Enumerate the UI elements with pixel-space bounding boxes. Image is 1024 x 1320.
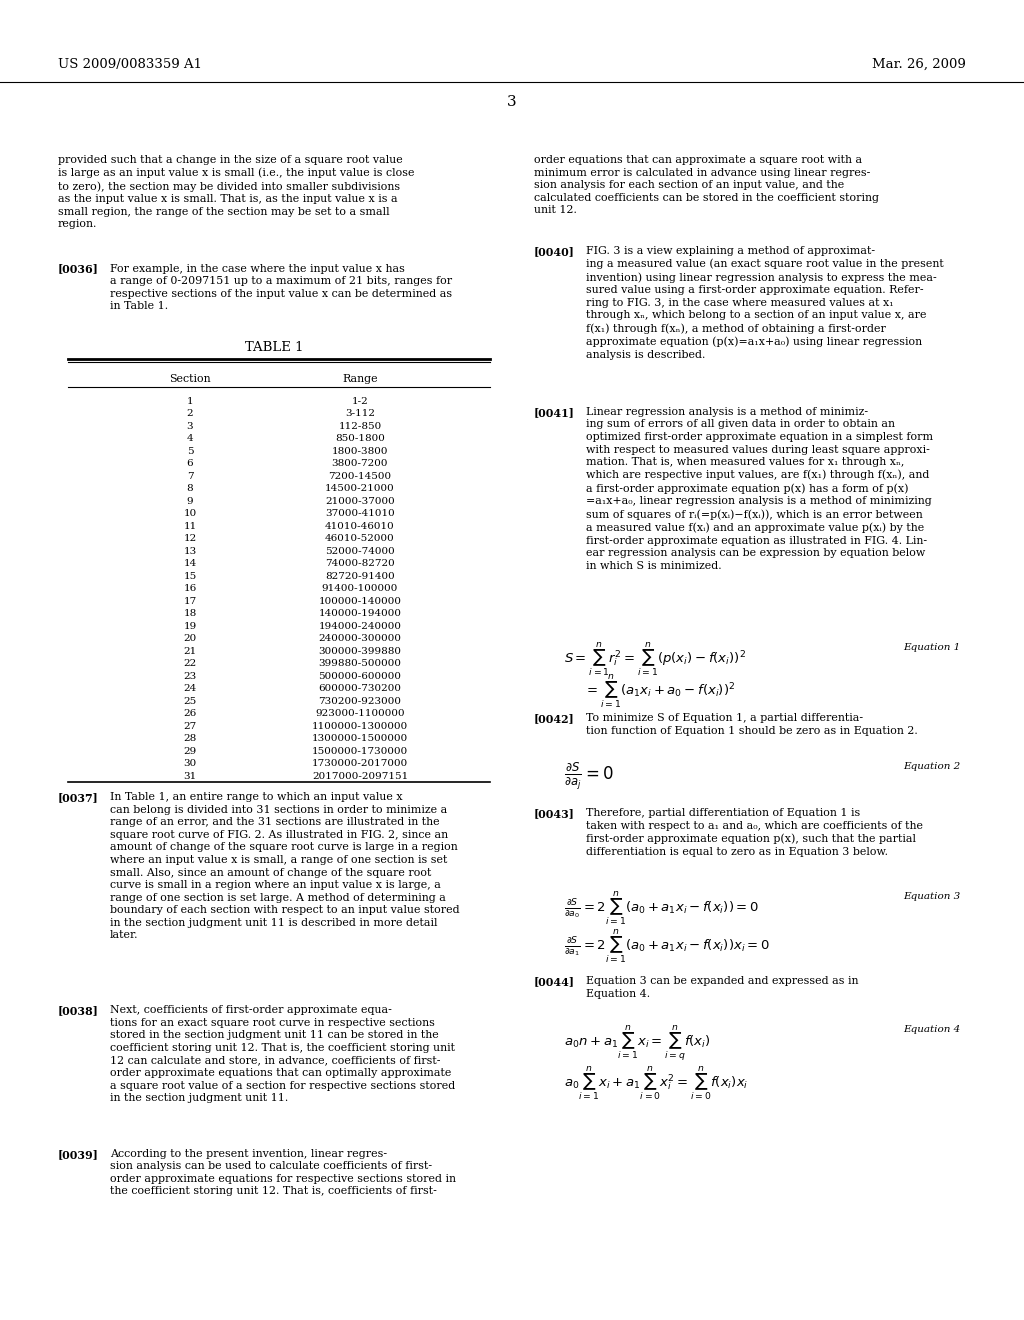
Text: [0043]: [0043] (534, 808, 574, 820)
Text: [0039]: [0039] (58, 1148, 99, 1160)
Text: [0040]: [0040] (534, 246, 574, 257)
Text: 1800-3800: 1800-3800 (332, 446, 388, 455)
Text: [0037]: [0037] (58, 792, 98, 804)
Text: 1-2: 1-2 (351, 397, 369, 405)
Text: [0042]: [0042] (534, 713, 574, 725)
Text: 41010-46010: 41010-46010 (326, 521, 395, 531)
Text: 14: 14 (183, 560, 197, 568)
Text: [0044]: [0044] (534, 975, 575, 987)
Text: 194000-240000: 194000-240000 (318, 622, 401, 631)
Text: [0036]: [0036] (58, 264, 99, 275)
Text: 18: 18 (183, 610, 197, 618)
Text: For example, in the case where the input value x has
a range of 0-2097151 up to : For example, in the case where the input… (110, 264, 453, 312)
Text: $= \sum_{i=1}^{n}(a_1 x_i + a_0 - f(x_i))^2$: $= \sum_{i=1}^{n}(a_1 x_i + a_0 - f(x_i)… (584, 673, 735, 711)
Text: $\frac{\partial S}{\partial a_1} = 2\sum_{i=1}^{n}(a_0 + a_1 x_i - f(x_i))x_i = : $\frac{\partial S}{\partial a_1} = 2\sum… (564, 928, 770, 966)
Text: 82720-91400: 82720-91400 (326, 572, 395, 581)
Text: 9: 9 (186, 496, 194, 506)
Text: 46010-52000: 46010-52000 (326, 535, 395, 544)
Text: 399880-500000: 399880-500000 (318, 659, 401, 668)
Text: Equation 3 can be expanded and expressed as in
Equation 4.: Equation 3 can be expanded and expressed… (586, 975, 858, 998)
Text: 600000-730200: 600000-730200 (318, 684, 401, 693)
Text: [0038]: [0038] (58, 1006, 99, 1016)
Text: 3: 3 (507, 95, 517, 110)
Text: 21: 21 (183, 647, 197, 656)
Text: 7: 7 (186, 471, 194, 480)
Text: Range: Range (342, 374, 378, 384)
Text: 500000-600000: 500000-600000 (318, 672, 401, 681)
Text: $a_0 n + a_1 \sum_{i=1}^{n} x_i = \sum_{i=q}^{n} f(x_i)$: $a_0 n + a_1 \sum_{i=1}^{n} x_i = \sum_{… (564, 1023, 711, 1063)
Text: 6: 6 (186, 459, 194, 469)
Text: Equation 2: Equation 2 (903, 762, 961, 771)
Text: Section: Section (169, 374, 211, 384)
Text: 74000-82720: 74000-82720 (326, 560, 395, 568)
Text: 21000-37000: 21000-37000 (326, 496, 395, 506)
Text: 17: 17 (183, 597, 197, 606)
Text: 1: 1 (186, 397, 194, 405)
Text: 12: 12 (183, 535, 197, 544)
Text: 1500000-1730000: 1500000-1730000 (312, 747, 409, 756)
Text: 25: 25 (183, 697, 197, 706)
Text: 300000-399880: 300000-399880 (318, 647, 401, 656)
Text: Linear regression analysis is a method of minimiz-
ing sum of errors of all give: Linear regression analysis is a method o… (586, 407, 933, 570)
Text: 11: 11 (183, 521, 197, 531)
Text: 140000-194000: 140000-194000 (318, 610, 401, 618)
Text: 4: 4 (186, 434, 194, 444)
Text: 24: 24 (183, 684, 197, 693)
Text: Next, coefficients of first-order approximate equa-
tions for an exact square ro: Next, coefficients of first-order approx… (110, 1006, 456, 1104)
Text: According to the present invention, linear regres-
sion analysis can be used to : According to the present invention, line… (110, 1148, 456, 1196)
Text: Equation 1: Equation 1 (903, 643, 961, 652)
Text: $a_0 \sum_{i=1}^{n} x_i + a_1 \sum_{i=0}^{n} x_i^2 = \sum_{i=0}^{n} f(x_i) x_i$: $a_0 \sum_{i=1}^{n} x_i + a_1 \sum_{i=0}… (564, 1065, 749, 1104)
Text: 91400-100000: 91400-100000 (322, 585, 398, 593)
Text: $\frac{\partial S}{\partial a_0} = 2\sum_{i=1}^{n}(a_0 + a_1 x_i - f(x_i)) = 0$: $\frac{\partial S}{\partial a_0} = 2\sum… (564, 890, 759, 928)
Text: Mar. 26, 2009: Mar. 26, 2009 (872, 58, 966, 71)
Text: Therefore, partial differentiation of Equation 1 is
taken with respect to a₁ and: Therefore, partial differentiation of Eq… (586, 808, 923, 857)
Text: 37000-41010: 37000-41010 (326, 510, 395, 519)
Text: 14500-21000: 14500-21000 (326, 484, 395, 494)
Text: 1100000-1300000: 1100000-1300000 (312, 722, 409, 731)
Text: 923000-1100000: 923000-1100000 (315, 709, 404, 718)
Text: 3: 3 (186, 422, 194, 430)
Text: 31: 31 (183, 772, 197, 780)
Text: 1300000-1500000: 1300000-1500000 (312, 734, 409, 743)
Text: 5: 5 (186, 446, 194, 455)
Text: 27: 27 (183, 722, 197, 731)
Text: 1730000-2017000: 1730000-2017000 (312, 759, 409, 768)
Text: 7200-14500: 7200-14500 (329, 471, 391, 480)
Text: 2017000-2097151: 2017000-2097151 (312, 772, 409, 780)
Text: 52000-74000: 52000-74000 (326, 546, 395, 556)
Text: 850-1800: 850-1800 (335, 434, 385, 444)
Text: 16: 16 (183, 585, 197, 593)
Text: FIG. 3 is a view explaining a method of approximat-
ing a measured value (an exa: FIG. 3 is a view explaining a method of … (586, 246, 944, 359)
Text: $S = \sum_{i=1}^{n} r_i^2 = \sum_{i=1}^{n}(p(x_i) - f(x_i))^2$: $S = \sum_{i=1}^{n} r_i^2 = \sum_{i=1}^{… (564, 642, 746, 680)
Text: 3800-7200: 3800-7200 (332, 459, 388, 469)
Text: 8: 8 (186, 484, 194, 494)
Text: 10: 10 (183, 510, 197, 519)
Text: 30: 30 (183, 759, 197, 768)
Text: 100000-140000: 100000-140000 (318, 597, 401, 606)
Text: 730200-923000: 730200-923000 (318, 697, 401, 706)
Text: 28: 28 (183, 734, 197, 743)
Text: 3-112: 3-112 (345, 409, 375, 418)
Text: 29: 29 (183, 747, 197, 756)
Text: 240000-300000: 240000-300000 (318, 634, 401, 643)
Text: Equation 4: Equation 4 (903, 1024, 961, 1034)
Text: 26: 26 (183, 709, 197, 718)
Text: 19: 19 (183, 622, 197, 631)
Text: 15: 15 (183, 572, 197, 581)
Text: 23: 23 (183, 672, 197, 681)
Text: order equations that can approximate a square root with a
minimum error is calcu: order equations that can approximate a s… (534, 154, 879, 215)
Text: $\frac{\partial S}{\partial a_j} = 0$: $\frac{\partial S}{\partial a_j} = 0$ (564, 760, 613, 792)
Text: provided such that a change in the size of a square root value
is large as an in: provided such that a change in the size … (58, 154, 415, 230)
Text: [0041]: [0041] (534, 407, 574, 418)
Text: 2: 2 (186, 409, 194, 418)
Text: To minimize S of Equation 1, a partial differentia-
tion function of Equation 1 : To minimize S of Equation 1, a partial d… (586, 713, 918, 737)
Text: 112-850: 112-850 (338, 422, 382, 430)
Text: TABLE 1: TABLE 1 (245, 342, 303, 354)
Text: 22: 22 (183, 659, 197, 668)
Text: 13: 13 (183, 546, 197, 556)
Text: In Table 1, an entire range to which an input value x
can belong is divided into: In Table 1, an entire range to which an … (110, 792, 460, 940)
Text: 20: 20 (183, 634, 197, 643)
Text: US 2009/0083359 A1: US 2009/0083359 A1 (58, 58, 202, 71)
Text: Equation 3: Equation 3 (903, 892, 961, 902)
